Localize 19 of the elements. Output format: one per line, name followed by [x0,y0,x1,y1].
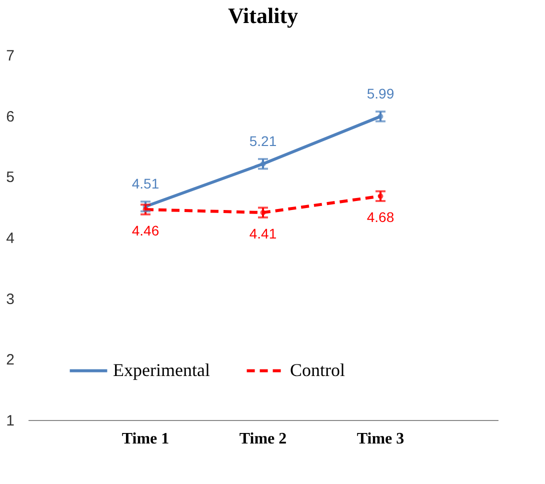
y-tick-label: 6 [6,108,14,126]
y-tick-label: 4 [6,230,14,247]
data-label: 5.99 [366,85,394,102]
data-label: 4.68 [366,209,394,226]
data-label: 4.51 [132,175,160,192]
chart-title: Vitality [228,3,298,28]
y-tick-label: 2 [6,352,14,369]
legend-label: Experimental [113,360,210,380]
data-label: 4.46 [132,222,160,239]
y-tick-label: 3 [6,290,14,308]
data-label: 5.21 [249,132,277,149]
y-tick-label: 5 [6,169,14,186]
legend-label: Control [290,360,346,380]
x-tick-label: Time 3 [356,430,404,448]
y-tick-label: 7 [6,48,14,64]
data-label: 4.41 [249,226,277,242]
x-tick-label: Time 1 [122,430,170,448]
y-tick-label: 1 [6,412,14,430]
x-tick-label: Time 2 [239,430,287,448]
